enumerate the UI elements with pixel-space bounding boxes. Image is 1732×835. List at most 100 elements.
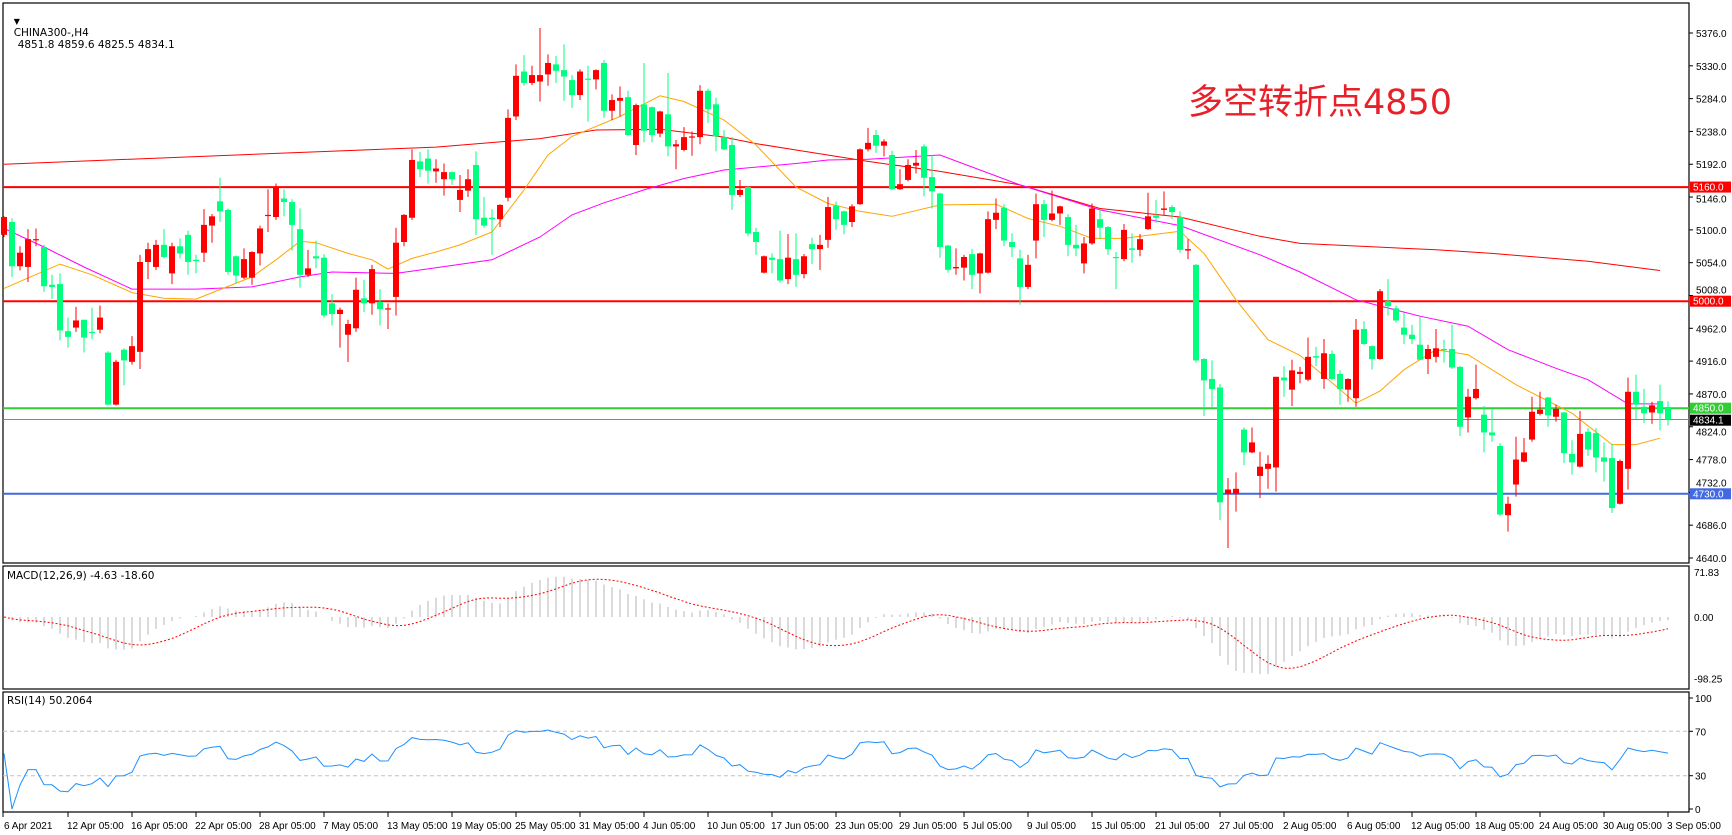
price-badge-label: 4834.1 bbox=[1693, 416, 1724, 427]
candle-body bbox=[337, 309, 343, 315]
candle-body bbox=[801, 256, 807, 275]
candle bbox=[89, 307, 95, 340]
candle-body bbox=[49, 284, 55, 287]
candle-body bbox=[1521, 452, 1527, 462]
candle bbox=[673, 139, 679, 170]
price-tick-label: 4916.0 bbox=[1696, 357, 1727, 368]
candle-body bbox=[505, 117, 511, 198]
candle bbox=[745, 186, 751, 237]
candle bbox=[1665, 401, 1671, 426]
candle-body bbox=[1409, 334, 1415, 340]
candle bbox=[769, 253, 775, 274]
candle bbox=[113, 359, 119, 406]
time-tick-label: 3 Sep 05:00 bbox=[1667, 821, 1721, 832]
price-tick-label: 5146.0 bbox=[1696, 195, 1727, 206]
candle bbox=[657, 110, 663, 138]
candle bbox=[81, 319, 87, 353]
candle bbox=[945, 244, 951, 273]
candle bbox=[1321, 339, 1327, 389]
candle-body bbox=[137, 261, 143, 352]
candle-body bbox=[1225, 489, 1231, 494]
candle bbox=[593, 69, 599, 90]
candle-body bbox=[1001, 207, 1007, 241]
candle-body bbox=[145, 249, 151, 262]
candle-body bbox=[657, 111, 663, 134]
candle-body bbox=[1265, 463, 1271, 469]
macd-panel bbox=[3, 576, 1669, 674]
candle-body bbox=[1425, 348, 1431, 359]
candle bbox=[729, 137, 735, 210]
candle-body bbox=[753, 232, 759, 242]
candle-body bbox=[241, 259, 247, 278]
price-tick-label: 4640.0 bbox=[1696, 554, 1727, 565]
candle bbox=[681, 127, 687, 152]
price-badge bbox=[1690, 488, 1731, 500]
candle bbox=[697, 85, 703, 145]
candle-body bbox=[1441, 348, 1447, 351]
candle-body bbox=[1377, 291, 1383, 359]
candle-body bbox=[1193, 264, 1199, 361]
candle-body bbox=[873, 135, 879, 146]
candle-body bbox=[609, 100, 615, 111]
candle bbox=[1537, 391, 1543, 416]
candle-body bbox=[25, 239, 31, 267]
time-tick-label: 21 Jul 05:00 bbox=[1155, 821, 1210, 832]
candle bbox=[161, 229, 167, 259]
candle bbox=[1081, 237, 1087, 274]
candle-body bbox=[489, 217, 495, 220]
candle bbox=[105, 351, 111, 406]
candle-body bbox=[849, 206, 855, 223]
candle-body bbox=[737, 189, 743, 195]
candle-body bbox=[569, 80, 575, 96]
candle bbox=[65, 317, 71, 348]
time-tick-label: 23 Jun 05:00 bbox=[835, 821, 893, 832]
candle bbox=[401, 214, 407, 247]
candle-body bbox=[1129, 248, 1135, 250]
candle-body bbox=[809, 244, 815, 250]
candle bbox=[1297, 366, 1303, 384]
horizontal-levels[interactable] bbox=[3, 186, 1689, 495]
candle-body bbox=[545, 62, 551, 75]
candle-body bbox=[89, 331, 95, 334]
candle bbox=[185, 230, 191, 275]
candle bbox=[609, 94, 615, 121]
candle bbox=[857, 148, 863, 205]
candle-body bbox=[401, 214, 407, 242]
candle-body bbox=[345, 324, 351, 335]
candle bbox=[881, 139, 887, 157]
candle bbox=[145, 242, 151, 280]
candle-body bbox=[1665, 406, 1671, 420]
candle bbox=[585, 65, 591, 122]
rsi-tick-label: 100 bbox=[1695, 694, 1712, 705]
price-tick-label: 5192.0 bbox=[1696, 160, 1727, 171]
candle bbox=[737, 179, 743, 198]
candle-body bbox=[265, 214, 271, 217]
candle-body bbox=[305, 268, 311, 275]
candle bbox=[937, 192, 943, 258]
candle bbox=[1057, 205, 1063, 225]
time-tick-label: 6 Aug 05:00 bbox=[1347, 821, 1401, 832]
candle-body bbox=[1649, 405, 1655, 413]
candle bbox=[1585, 428, 1591, 456]
symbol-label: CHINA300-,H4 bbox=[13, 27, 89, 39]
candle bbox=[913, 149, 919, 174]
candle bbox=[337, 307, 343, 348]
macd-tick-label: 0.00 bbox=[1694, 613, 1714, 624]
candle bbox=[1161, 191, 1167, 215]
candle-body bbox=[705, 90, 711, 110]
moving-average-line-2 bbox=[3, 95, 1661, 446]
candle bbox=[1281, 366, 1287, 397]
candle bbox=[417, 152, 423, 178]
candle bbox=[1561, 411, 1567, 464]
candle bbox=[561, 44, 567, 101]
candle-body bbox=[1209, 378, 1215, 389]
candle-body bbox=[1657, 401, 1663, 414]
candle-body bbox=[1449, 348, 1455, 368]
candle-body bbox=[177, 246, 183, 254]
candle-body bbox=[513, 75, 519, 117]
candle bbox=[1217, 383, 1223, 521]
candle bbox=[601, 60, 607, 118]
candle-body bbox=[409, 159, 415, 218]
triangle-down-icon[interactable]: ▼ bbox=[13, 17, 20, 26]
